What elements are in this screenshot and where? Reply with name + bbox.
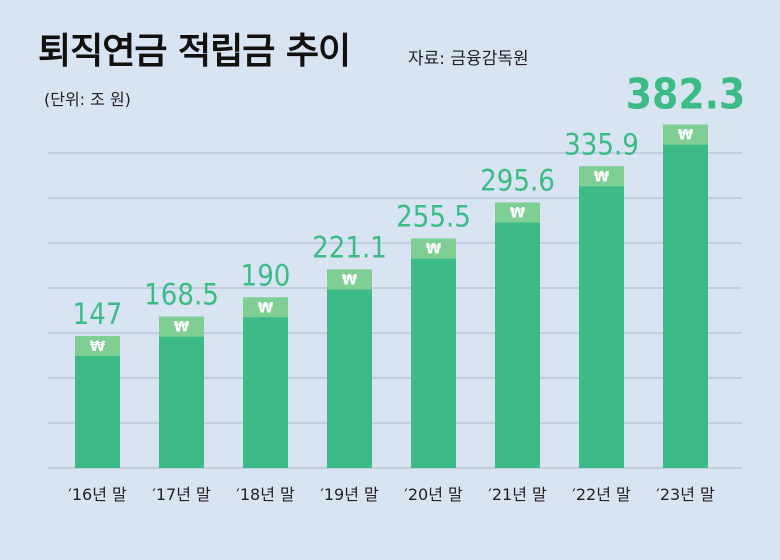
bar [495,202,540,468]
bar-cap [663,124,708,145]
bar-cap [411,238,456,259]
x-tick-label: ′19년 말 [320,485,379,504]
won-sign-icon: ₩ [678,128,694,144]
data-label: 221.1 [312,230,387,264]
bar [663,124,708,468]
x-tick-label: ′17년 말 [152,485,211,504]
bar-cap [327,269,372,290]
bar-group: ₩382.3 ′23년 말 [626,70,746,504]
bar-cap [75,335,120,356]
bar [159,316,204,468]
data-label: 382.3 [626,70,746,119]
bar [411,238,456,468]
bar [327,269,372,468]
bar-group: ₩168.5 ′17년 말 [144,278,219,504]
chart-source: 자료: 금융감독원 [408,49,529,69]
bar [243,297,288,468]
chart-unit: (단위: 조 원) [44,90,131,109]
data-label: 295.6 [480,164,555,198]
data-label: 147 [73,297,123,331]
bar-group: ₩295.6 ′21년 말 [480,164,555,504]
x-tick-label: ′23년 말 [656,485,715,504]
bar-group: ₩190 ′18년 말 [236,258,295,504]
won-sign-icon: ₩ [594,169,610,185]
bar-cap [579,166,624,187]
won-sign-icon: ₩ [510,206,526,222]
x-tick-label: ′20년 말 [404,485,463,504]
won-sign-icon: ₩ [90,339,106,355]
bar-group: ₩335.9 ′22년 말 [564,127,639,504]
bar-cap [495,202,540,223]
bar-cap [243,297,288,318]
bar-group: ₩221.1 ′19년 말 [312,230,387,504]
bar-cap [159,316,204,337]
bar-group: ₩255.5 ′20년 말 [396,200,471,504]
won-sign-icon: ₩ [342,272,358,288]
chart-title: 퇴직연금 적립금 추이 [38,31,351,72]
data-label: 335.9 [564,127,639,161]
won-sign-icon: ₩ [174,320,190,336]
x-tick-label: ′18년 말 [236,485,295,504]
bar [579,166,624,468]
bar-group: ₩147 ′16년 말 [68,297,127,504]
bar [75,335,120,468]
data-label: 255.5 [396,200,471,234]
x-tick-label: ′21년 말 [488,485,547,504]
won-sign-icon: ₩ [258,300,274,316]
data-label: 168.5 [144,278,219,312]
data-label: 190 [241,258,291,292]
x-tick-label: ′16년 말 [68,485,127,504]
x-tick-label: ′22년 말 [572,485,631,504]
won-sign-icon: ₩ [426,242,442,258]
